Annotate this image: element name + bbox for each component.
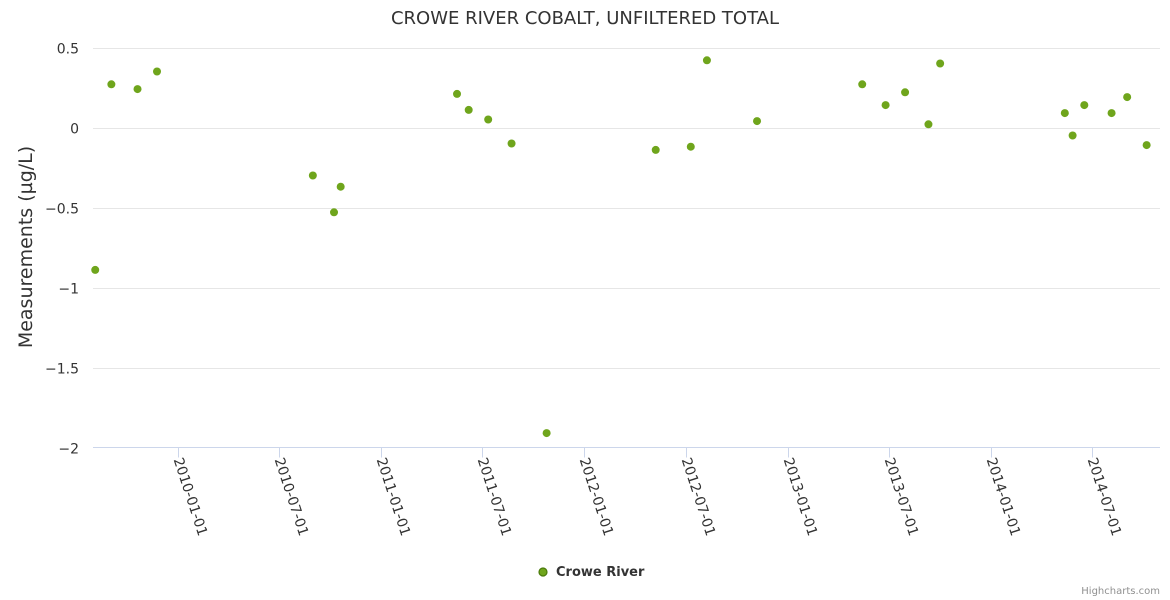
y-axis-labels: 0.5 0 −0.5 −1 −1.5 −2 xyxy=(45,42,79,458)
data-point[interactable] xyxy=(107,80,116,89)
data-point[interactable] xyxy=(1142,141,1151,150)
data-point[interactable] xyxy=(153,67,162,76)
data-point[interactable] xyxy=(936,59,945,68)
grid-layer xyxy=(93,48,1160,369)
data-point[interactable] xyxy=(1080,101,1089,110)
y-tick-label: 0 xyxy=(70,122,79,138)
data-point[interactable] xyxy=(1123,93,1132,102)
data-point[interactable] xyxy=(91,265,100,274)
data-point[interactable] xyxy=(1060,109,1069,118)
legend: Crowe River xyxy=(538,565,645,580)
data-point[interactable] xyxy=(686,142,695,151)
data-point[interactable] xyxy=(901,88,910,97)
data-point[interactable] xyxy=(753,117,762,126)
data-point[interactable] xyxy=(453,89,462,98)
data-point[interactable] xyxy=(308,171,317,180)
y-tick-label: −0.5 xyxy=(45,202,79,218)
series-crowe-river xyxy=(91,56,1151,438)
data-point[interactable] xyxy=(1107,109,1116,118)
data-point[interactable] xyxy=(924,120,933,129)
y-tick-label: −1.5 xyxy=(45,362,79,378)
legend-label: Crowe River xyxy=(556,565,645,580)
x-axis-ticks xyxy=(178,447,1093,458)
data-point[interactable] xyxy=(858,80,867,89)
credits-link[interactable]: Highcharts.com xyxy=(1081,586,1160,597)
y-tick-label: 0.5 xyxy=(57,42,79,58)
data-point[interactable] xyxy=(1068,131,1077,140)
legend-item-crowe-river[interactable]: Crowe River xyxy=(538,565,645,580)
data-point[interactable] xyxy=(651,145,660,154)
data-point[interactable] xyxy=(330,208,339,217)
data-point[interactable] xyxy=(507,139,516,148)
data-point[interactable] xyxy=(133,85,142,94)
legend-marker xyxy=(538,567,548,577)
data-point[interactable] xyxy=(336,182,345,191)
data-point[interactable] xyxy=(881,101,890,110)
data-point[interactable] xyxy=(484,115,493,124)
y-axis-title: Measurements (µg/L) xyxy=(15,146,37,348)
chart-title: CROWE RIVER COBALT, UNFILTERED TOTAL xyxy=(391,8,779,29)
y-tick-label: −1 xyxy=(58,282,79,298)
data-point[interactable] xyxy=(464,105,473,114)
y-tick-label: −2 xyxy=(58,442,79,458)
data-point[interactable] xyxy=(542,429,551,438)
data-point[interactable] xyxy=(702,56,711,65)
